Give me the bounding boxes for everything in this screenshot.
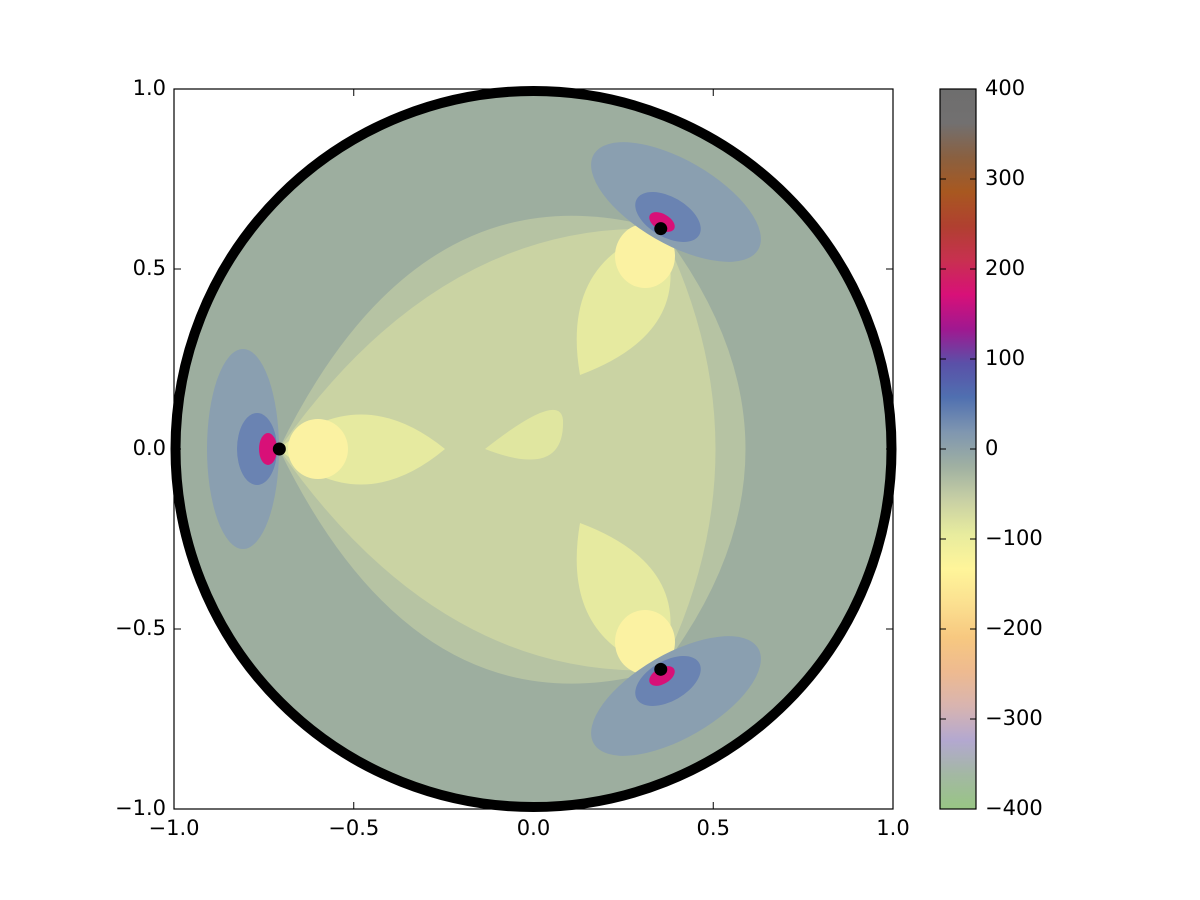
point [654, 222, 668, 236]
colorbar-tick-label: 300 [985, 166, 1025, 190]
point [272, 442, 286, 456]
y-tick-label: −0.5 [115, 616, 166, 640]
colorbar-tick-label: 200 [985, 256, 1025, 280]
colorbar-tick-label: −100 [985, 526, 1043, 550]
x-tick-label: −1.0 [149, 816, 200, 840]
y-tick-label: −1.0 [115, 796, 166, 820]
y-tick-label: 0.0 [133, 436, 166, 460]
colorbar-tick-label: −200 [985, 616, 1043, 640]
x-tick-label: 0.0 [517, 816, 550, 840]
colorbar-tick-label: 400 [985, 76, 1025, 100]
y-tick-label: 1.0 [133, 76, 166, 100]
x-tick-label: 0.5 [697, 816, 730, 840]
x-tick-label: 1.0 [876, 816, 909, 840]
colorbar-tick-label: 100 [985, 346, 1025, 370]
point [654, 662, 668, 676]
contour-field [175, 91, 892, 807]
x-tick-label: −0.5 [328, 816, 379, 840]
colorbar-tick-label: 0 [985, 436, 998, 460]
y-tick-label: 0.5 [133, 256, 166, 280]
colorbar-tick-label: −300 [985, 706, 1043, 730]
colorbar-tick-label: −400 [985, 796, 1043, 820]
